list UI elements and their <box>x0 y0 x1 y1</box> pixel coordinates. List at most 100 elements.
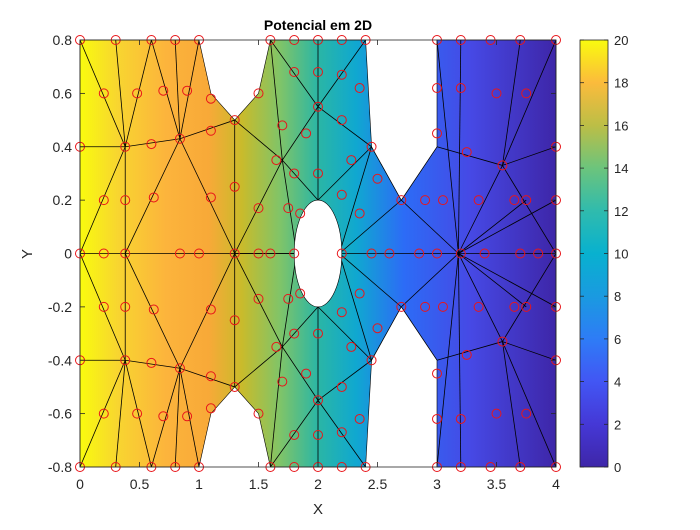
mesh-node-marker <box>396 195 407 206</box>
mesh-node-marker <box>253 408 264 419</box>
x-tick-label: 3.5 <box>487 476 507 492</box>
mesh-node-marker <box>271 155 282 166</box>
mesh-node-marker <box>295 208 306 219</box>
mesh-node-marker <box>491 88 502 99</box>
mesh-edge <box>234 159 283 254</box>
mesh-node-marker <box>521 301 532 312</box>
mesh-node-marker <box>455 248 466 259</box>
mesh-node-marker <box>432 83 442 94</box>
mesh-node-marker <box>515 248 526 259</box>
mesh-node-marker <box>336 248 347 259</box>
mesh-node-marker <box>301 368 312 379</box>
mesh-edge <box>179 138 236 254</box>
mesh-node-marker <box>521 88 532 99</box>
mesh-edge <box>179 367 235 388</box>
mesh-node-marker <box>253 88 264 99</box>
mesh-node-marker <box>521 195 532 206</box>
colorbar-tick-label: 20 <box>614 33 628 48</box>
colorbar-tick-label: 10 <box>614 247 628 262</box>
mesh-edge <box>502 341 556 467</box>
mesh-node-marker <box>98 301 109 312</box>
mesh-node-marker <box>509 195 520 206</box>
mesh-node-marker <box>253 248 264 259</box>
x-tick-label: 1 <box>195 476 203 492</box>
mesh-node-marker <box>521 408 532 419</box>
mesh-node-marker <box>182 411 193 422</box>
mesh-node-marker <box>98 408 109 419</box>
mesh-node-marker <box>132 408 143 419</box>
mesh-edge <box>317 106 372 148</box>
colorbar-tick-label: 8 <box>614 289 621 304</box>
mesh-node-marker <box>336 189 347 200</box>
mesh-edge <box>458 199 527 254</box>
mesh-node-marker <box>174 248 185 259</box>
mesh-edge <box>80 146 126 254</box>
mesh-edge <box>339 199 402 254</box>
mesh-node-marker <box>497 336 508 347</box>
mesh-node-marker <box>366 248 377 259</box>
mesh-edge <box>115 360 126 467</box>
mesh-node-marker <box>346 341 357 352</box>
mesh-edge <box>179 253 236 369</box>
mesh-edge <box>270 346 283 467</box>
mesh-node-marker <box>313 328 323 339</box>
mesh-edge <box>458 253 462 467</box>
mesh-node-marker <box>271 341 282 352</box>
mesh-node-marker <box>253 203 264 214</box>
mesh-edge <box>371 306 402 361</box>
y-tick-label: 0.6 <box>53 85 73 101</box>
mesh-edge <box>458 253 527 308</box>
mesh-edge <box>151 368 181 467</box>
mesh-edge <box>317 40 366 107</box>
mesh-edge <box>124 253 181 369</box>
mesh-edge <box>124 360 152 467</box>
mesh-node-marker <box>336 381 347 392</box>
mesh-edge <box>502 146 556 166</box>
mesh-node-marker <box>372 173 383 184</box>
x-tick-label: 1.5 <box>249 476 269 492</box>
mesh-node-marker <box>120 301 131 312</box>
colorbar-tick-label: 18 <box>614 76 628 91</box>
mesh-edge <box>339 253 402 308</box>
mesh-node-marker <box>98 88 109 99</box>
mesh-edge <box>458 253 503 342</box>
mesh-edge <box>281 253 297 347</box>
mesh-node-marker <box>313 67 323 78</box>
y-tick-label: 0.4 <box>53 139 73 155</box>
y-axis: 0.8 0.6 0.4 0.2 0 -0.2 -0.4 -0.6 -0.8 <box>48 32 556 475</box>
colorbar-gradient <box>579 39 609 468</box>
mesh-edge <box>317 146 372 201</box>
mesh-edge <box>281 106 319 161</box>
mesh-node-marker <box>336 69 347 80</box>
mesh-node-marker <box>473 195 484 206</box>
mesh-node-marker <box>277 376 288 387</box>
mesh-node-marker <box>354 208 365 219</box>
mesh-edge <box>371 146 402 201</box>
mesh-node-marker <box>509 301 520 312</box>
mesh-node-marker <box>420 301 431 312</box>
x-axis: 0 0.5 1 1.5 2 2.5 3 3.5 4 <box>76 40 560 492</box>
mesh-node-marker <box>301 128 312 139</box>
mesh-edge <box>270 400 319 467</box>
mesh-node-marker <box>146 357 157 368</box>
mesh-node-marker <box>158 85 169 96</box>
mesh-node-marker <box>174 363 185 374</box>
mesh-node-marker <box>205 125 216 136</box>
mesh-edge <box>282 306 319 348</box>
mesh-edge <box>401 253 459 308</box>
mesh-edge <box>124 40 152 147</box>
x-tick-label: 0.5 <box>130 476 150 492</box>
mesh-node-marker <box>253 293 264 304</box>
mesh-edge <box>401 199 459 254</box>
mesh-node-marker <box>473 301 484 312</box>
mesh-edge <box>502 341 556 361</box>
mesh-edge <box>270 40 319 107</box>
mesh-node-marker <box>455 83 466 94</box>
mesh-node-marker <box>354 288 365 299</box>
mesh-edge <box>270 40 283 161</box>
mesh-edge <box>339 253 372 361</box>
mesh-edge <box>282 159 319 201</box>
mesh-edge <box>281 346 319 401</box>
mesh-node-marker <box>205 192 216 203</box>
